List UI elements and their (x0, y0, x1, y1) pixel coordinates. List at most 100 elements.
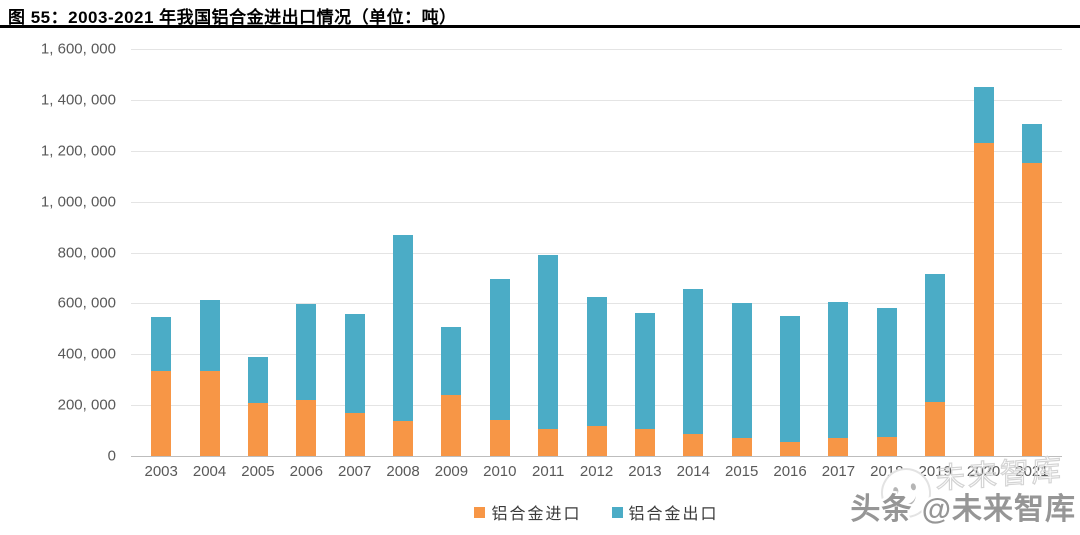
bar-stack-2010 (489, 49, 510, 456)
export-legend-label: 铝合金出口 (628, 506, 719, 523)
y-tick-label: 0 (107, 447, 116, 465)
bar-stack-2003 (151, 49, 172, 456)
bar-stack-2014 (683, 49, 704, 456)
x-axis-label: 2021 (1015, 463, 1049, 480)
bar-stack-2020 (973, 49, 994, 456)
x-axis-label: 2004 (192, 463, 227, 480)
x-axis-label: 2011 (532, 463, 565, 480)
bar-stack-2007 (344, 49, 365, 456)
x-axis-label: 2020 (966, 463, 1001, 480)
x-axis-label: 2009 (434, 463, 469, 480)
import-bar-segment (489, 419, 510, 456)
y-tick-label: 800, 000 (57, 244, 116, 261)
bar-stack-2021 (1021, 49, 1042, 456)
export-legend-swatch (611, 506, 623, 518)
export-bar-segment (683, 289, 704, 435)
bar-group-2015: 2015 (718, 49, 766, 480)
export-bar-segment (151, 317, 172, 371)
import-bar-segment (828, 438, 849, 456)
bar-group-2008: 2008 (379, 49, 427, 480)
bar-stack-2017 (828, 49, 849, 456)
bar-stack-2006 (296, 49, 317, 456)
x-axis-label: 2005 (241, 463, 275, 480)
import-bar-segment (780, 442, 801, 456)
bar-group-2013: 2013 (621, 49, 669, 480)
bar-group-2019: 2019 (911, 49, 959, 480)
import-bar-segment (296, 399, 317, 456)
export-bar-segment (441, 327, 462, 395)
x-axis-label: 2015 (725, 463, 759, 480)
bar-stack-2008 (393, 49, 414, 456)
bar-stack-2019 (925, 49, 946, 456)
bar-group-2007: 2007 (331, 49, 379, 480)
export-bar-segment (1021, 124, 1042, 164)
plot-area: 2003 2004 2005 2006 2007 2008 2009 2010 2011 2012… (131, 49, 1062, 480)
y-tick-label: 1, 200, 000 (40, 142, 116, 160)
bar-group-2020: 2020 (959, 49, 1007, 480)
export-bar-segment (296, 304, 317, 400)
x-axis-label: 2007 (338, 463, 372, 480)
watermark-text: 头条 @未来智库 (850, 493, 1076, 526)
import-bar-segment (973, 142, 994, 456)
export-bar-segment (344, 314, 365, 413)
gridline (131, 201, 1062, 203)
export-bar-segment (489, 279, 510, 420)
bar-stack-2011 (538, 49, 559, 456)
gridline (131, 99, 1062, 101)
import-legend-label: 铝合金进口 (491, 506, 582, 523)
bar-group-2012: 2012 (572, 49, 620, 480)
bar-group-2017: 2017 (814, 49, 862, 480)
legend-item-export: 铝合金出口 (611, 500, 719, 524)
x-axis-label: 2019 (918, 463, 952, 480)
bar-stack-2004 (199, 49, 220, 456)
export-bar-segment (876, 308, 897, 438)
x-axis-label: 2010 (483, 463, 517, 480)
title-underline (0, 25, 1080, 28)
import-bar-segment (199, 370, 220, 456)
import-bar-segment (247, 402, 268, 456)
figure-title: 图 55：2003-2021 年我国铝合金进出口情况（单位：吨） (8, 8, 457, 27)
y-tick-label: 200, 000 (57, 396, 116, 414)
y-tick-label: 1, 000, 000 (40, 193, 116, 211)
import-bar-segment (586, 425, 607, 456)
export-bar-segment (973, 87, 994, 143)
bar-stack-2018 (876, 49, 897, 456)
import-bar-segment (683, 434, 704, 456)
import-bar-segment (634, 428, 655, 456)
export-bar-segment (731, 302, 752, 438)
bar-stack-2015 (731, 49, 752, 456)
import-bar-segment (876, 437, 897, 456)
y-tick-label: 600, 000 (57, 294, 116, 312)
bar-stack-2009 (441, 49, 462, 456)
bar-group-2003: 2003 (137, 49, 185, 480)
chart-legend: 铝合金进口 铝合金出口 (131, 499, 1062, 525)
bar-group-2006: 2006 (282, 49, 330, 480)
bar-group-2009: 2009 (427, 49, 475, 480)
x-axis-label: 2003 (144, 463, 178, 480)
legend-item-import: 铝合金进口 (474, 500, 581, 524)
x-axis-label: 2006 (289, 463, 323, 480)
import-bar-segment (344, 412, 365, 456)
import-bar-segment (538, 429, 559, 456)
x-axis-label: 2008 (386, 463, 420, 480)
bar-group-2011: 2011 (524, 49, 572, 480)
y-tick-label: 400, 000 (57, 345, 116, 363)
import-bar-segment (393, 420, 414, 456)
bar-group-2010: 2010 (476, 49, 524, 480)
x-axis-label: 2016 (773, 463, 807, 480)
export-bar-segment (393, 235, 414, 421)
export-bar-segment (199, 300, 220, 371)
y-tick-label: 1, 400, 000 (40, 91, 116, 109)
bar-group-2014: 2014 (669, 49, 717, 480)
bar-group-2004: 2004 (185, 49, 233, 480)
import-bar-segment (1021, 163, 1042, 456)
import-legend-swatch (474, 506, 486, 518)
export-bar-segment (538, 255, 559, 430)
export-bar-segment (828, 302, 849, 439)
y-tick-label: 1, 600, 000 (40, 40, 116, 58)
gridline (131, 150, 1062, 152)
bar-stack-2013 (634, 49, 655, 456)
gridline (131, 49, 1062, 50)
